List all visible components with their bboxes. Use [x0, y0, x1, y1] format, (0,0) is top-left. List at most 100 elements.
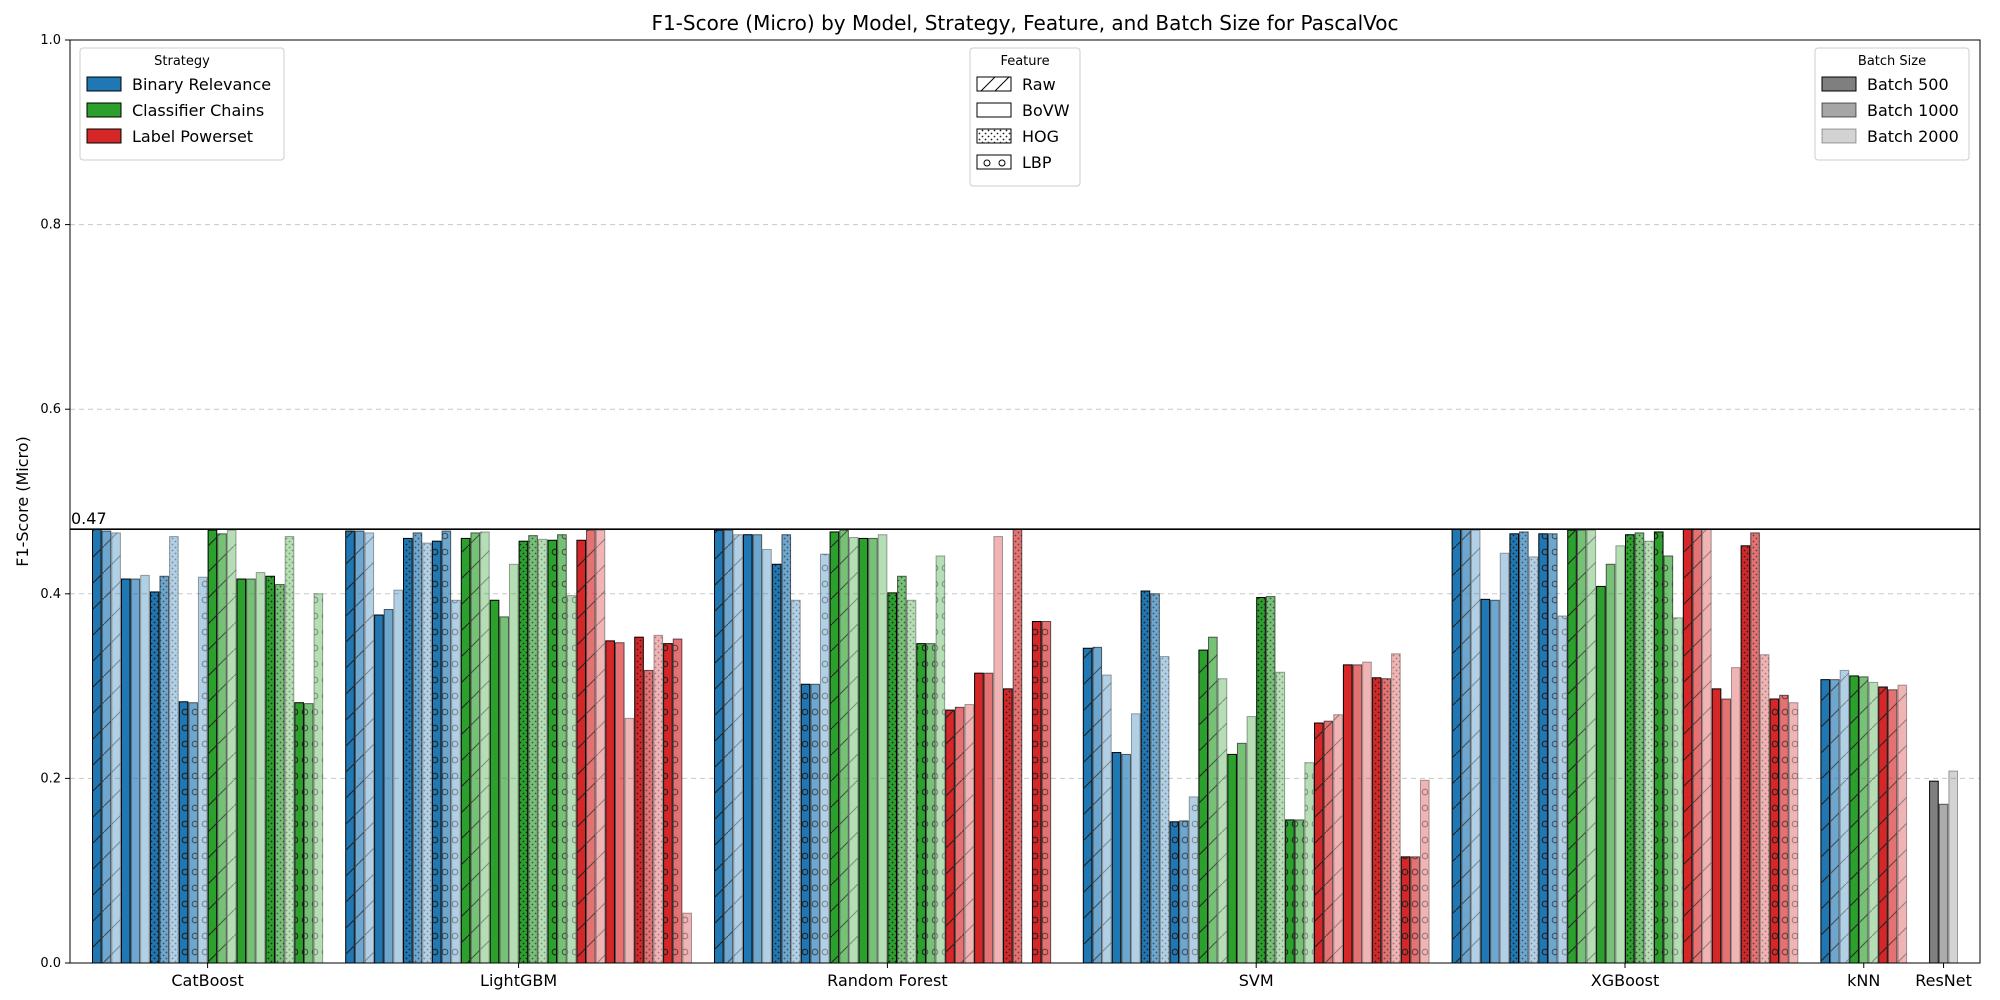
bar-hatch	[1741, 545, 1750, 963]
bar-hatch	[1692, 529, 1702, 963]
bar-hatch	[432, 541, 442, 963]
bar-hatch	[887, 592, 897, 963]
legend-label: Batch 500	[1867, 75, 1949, 94]
model-lightgbm	[345, 529, 692, 964]
bar-hatch	[733, 534, 743, 963]
bar-hatch	[208, 530, 217, 963]
y-axis: 0.0 0.2 0.4 0.6 0.8 1.0	[40, 33, 70, 971]
bar-hatch	[159, 576, 169, 963]
bar-hatch	[1170, 821, 1179, 963]
bar-hatch	[1218, 678, 1227, 963]
bar-hatch	[1003, 688, 1013, 963]
bar-hatch	[1820, 679, 1830, 963]
legend-label: Raw	[1022, 75, 1056, 94]
bar-hatch	[1295, 819, 1304, 963]
bar-hatch	[1401, 856, 1410, 963]
legend-swatch	[976, 76, 1012, 92]
bar-hatch	[1032, 621, 1042, 963]
legend-label: LBP	[1022, 153, 1052, 172]
bar-hatch	[1586, 530, 1596, 963]
bar	[1605, 563, 1616, 964]
bar-hatch	[955, 707, 964, 963]
bar-hatch	[227, 530, 236, 963]
bar-hatch	[634, 637, 644, 963]
bar-hatch	[1410, 856, 1420, 963]
bar-hatch	[1461, 529, 1471, 963]
legend-strategy: Strategy Binary Relevance Classifier Chain…	[79, 47, 285, 161]
legend-label: HOG	[1022, 127, 1059, 146]
bar	[1121, 753, 1131, 964]
y-tick-label: 0.8	[40, 218, 61, 233]
bar-hatch	[1538, 533, 1548, 963]
legend-label: Label Powerset	[132, 127, 253, 146]
bar-hatch	[1189, 796, 1198, 963]
x-axis: CatBoost LightGBM Random Forest SVM XGBoost k…	[171, 963, 1972, 990]
bar	[374, 614, 384, 964]
bar-hatch	[1558, 615, 1567, 963]
legend-title: Batch Size	[1858, 54, 1926, 69]
legend-hatch	[983, 159, 991, 167]
bar-hatch	[810, 684, 820, 963]
bar-hatch	[714, 530, 724, 963]
x-tick-label: SVM	[1239, 971, 1274, 990]
bar-hatch	[1840, 670, 1849, 963]
bar-hatch	[188, 702, 198, 963]
y-tick-label: 0.6	[40, 402, 61, 417]
bar-hatch	[169, 536, 179, 963]
bar-hatch	[345, 531, 355, 963]
bar-hatch	[179, 701, 188, 963]
x-tick-label: LightGBM	[480, 971, 557, 990]
bar-hatch	[596, 530, 605, 963]
bar-hatch	[964, 704, 974, 963]
legend-frame	[79, 47, 285, 161]
legend-hatch	[977, 129, 1011, 143]
bar-hatch	[1324, 721, 1333, 963]
bar	[383, 608, 394, 964]
bar-hatch	[926, 643, 936, 963]
bar-hatch	[548, 540, 557, 963]
bar-hatch	[1509, 533, 1519, 963]
legend-title: Feature	[1000, 54, 1049, 69]
reference-line-group: 0.47	[70, 509, 1980, 530]
legend-feature: Feature Raw BoVW HOG LBP	[969, 47, 1081, 187]
bar-hatch	[314, 593, 323, 963]
bar	[1615, 545, 1626, 964]
bar	[1227, 753, 1237, 964]
bar	[1499, 552, 1510, 964]
bar	[140, 574, 150, 964]
bar-hatch	[1285, 819, 1295, 963]
bar-hatch	[1092, 647, 1102, 963]
bar	[1596, 585, 1606, 964]
plot-frame	[69, 39, 1981, 964]
bar	[1342, 664, 1353, 964]
legend-swatch	[86, 76, 122, 92]
reference-line-label: 0.47	[71, 509, 107, 528]
bar-hatch	[1083, 648, 1092, 963]
bar-hatch	[480, 531, 490, 963]
bar-hatch	[1160, 656, 1169, 963]
bar-hatch	[265, 576, 275, 963]
bar-hatch	[724, 530, 733, 963]
bar-hatch	[198, 577, 208, 963]
x-tick-label: XGBoost	[1591, 971, 1660, 990]
bar	[489, 599, 500, 964]
bar	[130, 578, 141, 964]
bar-hatch	[1452, 529, 1461, 963]
bar-hatch	[528, 535, 538, 963]
bar-hatch	[413, 532, 422, 963]
bar	[858, 537, 869, 964]
bar-hatch	[1548, 533, 1558, 963]
bar-hatch	[470, 532, 480, 963]
legend-title: Strategy	[154, 54, 210, 69]
y-tick-label: 0.0	[40, 956, 61, 971]
bar-hatch	[1577, 530, 1586, 963]
bar	[1362, 661, 1372, 964]
chart-title: F1-Score (Micro) by Model, Strategy, Fea…	[651, 11, 1398, 35]
legend-label: Binary Relevance	[132, 75, 271, 94]
bar-hatch	[820, 554, 830, 963]
bar-hatch	[451, 600, 461, 963]
bar	[605, 640, 615, 964]
bar-hatch	[576, 540, 586, 963]
bar-hatch	[1381, 678, 1391, 963]
bar-hatch	[111, 532, 121, 963]
